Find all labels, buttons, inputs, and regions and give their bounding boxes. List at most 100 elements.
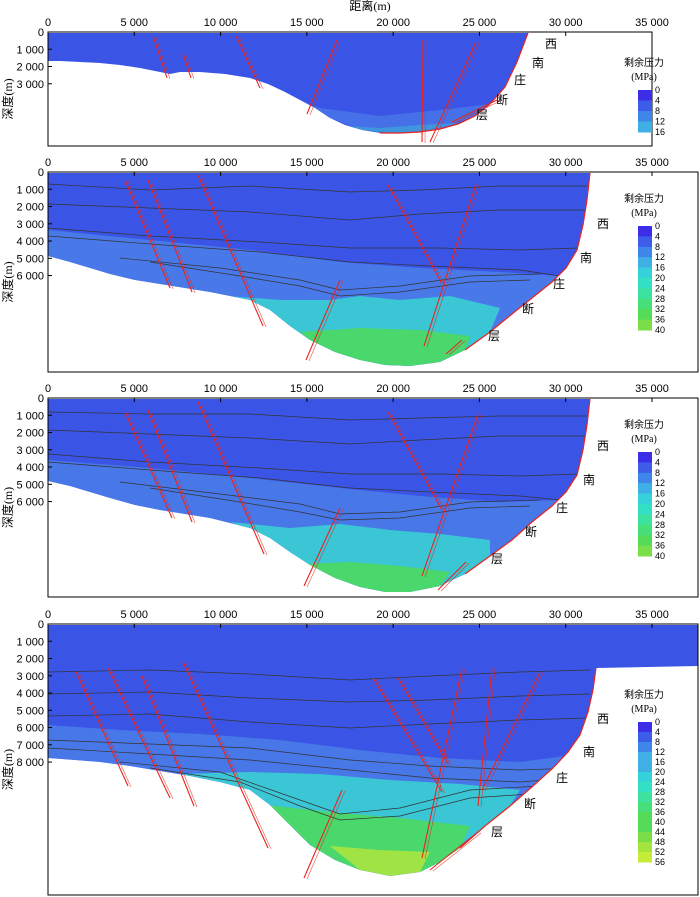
fault-line — [454, 100, 501, 124]
fault-line — [432, 832, 482, 872]
x-tick-label: 20 000 — [376, 383, 410, 395]
fault-line — [155, 36, 171, 80]
fault-line — [480, 668, 496, 808]
fault-name-char: 南 — [583, 744, 595, 759]
x-tick-label: 20 000 — [376, 157, 410, 169]
fault-line — [309, 40, 341, 116]
fault-line — [182, 53, 192, 79]
pressure-zones — [48, 460, 560, 592]
fault-name-char: 西 — [545, 37, 557, 51]
legend-swatch — [638, 842, 652, 853]
panel-2: 0 5 000 10 000 15 000 20 000 25 000 30 000 35 0… — [0, 157, 699, 373]
x-tick-label: 10 000 — [204, 609, 238, 621]
fault-line — [400, 678, 452, 766]
fault-line — [421, 413, 479, 577]
horizon-line — [149, 767, 531, 821]
legend-tick-label: 0 — [655, 85, 660, 95]
y-axis-title: 深度(m) — [0, 749, 15, 790]
fault-line — [235, 35, 261, 89]
legend-tick-label: 16 — [655, 489, 665, 499]
legend-swatch — [638, 742, 652, 753]
legend-tick-label: 28 — [655, 520, 665, 530]
y-tick-label: 2 000 — [16, 62, 44, 74]
y-tick-label: 3 000 — [16, 671, 44, 683]
fault-name-char: 西 — [597, 712, 609, 726]
legend-tick-label: 32 — [655, 304, 665, 314]
fault-line — [440, 562, 470, 592]
legend-swatch — [638, 772, 652, 783]
legend-unit: (MPa) — [631, 208, 657, 219]
x-tick-label: 25 000 — [463, 157, 497, 169]
y-tick-label: 5 000 — [16, 705, 44, 717]
panel-frame — [47, 31, 653, 147]
y-tick-label: 1 000 — [16, 636, 44, 648]
fault-line — [147, 179, 193, 293]
legend-swatch — [638, 802, 652, 813]
y-tick-label: 7 000 — [16, 740, 44, 752]
legend-title: 剩余压力 — [624, 192, 664, 205]
legend-tick-label: 12 — [655, 117, 665, 127]
x-tick-label: 5 000 — [121, 383, 149, 395]
pressure-zone-green — [300, 328, 470, 366]
fault-line — [185, 54, 195, 80]
legend-title: 剩余压力 — [624, 56, 664, 69]
fault-name-char: 南 — [583, 472, 595, 487]
fault-line — [303, 507, 341, 587]
legend-title: 剩余压力 — [624, 418, 664, 431]
y-tick-label: 0 — [38, 167, 44, 179]
legend-tick-label: 44 — [655, 827, 665, 837]
fault-line — [200, 175, 267, 328]
fault-name-char: 西 — [597, 439, 609, 453]
legend-swatch — [638, 792, 652, 803]
fault-line — [426, 184, 480, 348]
legend-swatch — [638, 319, 652, 331]
legend-swatch — [638, 452, 652, 463]
legend-tick-label: 40 — [655, 325, 665, 335]
fault-line — [197, 174, 264, 327]
horizon-line — [48, 669, 591, 681]
fault-line — [424, 414, 482, 578]
fault-line — [423, 183, 477, 347]
legend-tick-label: 20 — [655, 499, 665, 509]
fault-line — [185, 662, 272, 850]
y-tick-label: 1 000 — [16, 44, 44, 56]
fault-line — [437, 561, 467, 591]
basin-fill — [48, 33, 528, 133]
fault-line — [445, 339, 463, 355]
legend-swatch — [638, 90, 652, 101]
x-tick-label: 35 000 — [635, 157, 669, 169]
xinanzhuang-fault-trace — [464, 398, 591, 575]
horizon-line — [48, 691, 591, 703]
x-tick-label: 5 000 — [121, 17, 149, 29]
fault-name-char: 断 — [522, 301, 534, 316]
fault-line — [110, 668, 174, 800]
legend-swatch — [638, 288, 652, 300]
legend-tick-label: 0 — [655, 717, 660, 727]
x-tick-label: 30 000 — [549, 609, 583, 621]
fault-line — [429, 831, 479, 871]
horizon-line — [149, 261, 531, 297]
legend-tick-label: 24 — [655, 509, 665, 519]
legend-tick-label: 4 — [655, 231, 660, 241]
fault-name-char: 层 — [488, 329, 500, 343]
legend-tick-label: 12 — [655, 252, 665, 262]
y-tick-label: 2 000 — [16, 428, 44, 440]
x-axis-title: 距离(m) — [349, 0, 390, 13]
y-tick-label: 5 000 — [16, 479, 44, 491]
fault-line — [306, 790, 346, 880]
y-tick-label: 2 000 — [16, 654, 44, 666]
fault-line — [197, 401, 265, 555]
panel-4: 0 5 000 10 000 15 000 20 000 25 000 30 000 35 0… — [0, 609, 699, 896]
horizon-line — [48, 227, 579, 251]
legend-tick-label: 36 — [655, 541, 665, 551]
panel-frame — [47, 171, 699, 373]
pressure-zone-cyan — [330, 123, 460, 133]
y-tick-label: 4 000 — [16, 688, 44, 700]
y-tick-label: 3 000 — [16, 445, 44, 457]
fault-line — [182, 661, 269, 849]
x-tick-label: 30 000 — [549, 17, 583, 29]
legend-unit: (MPa) — [631, 704, 657, 715]
